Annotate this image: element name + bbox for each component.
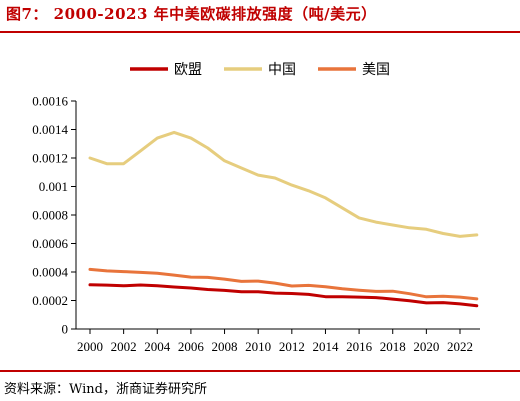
y-tick-label: 0.0012 (32, 151, 68, 166)
series-line-1 (88, 130, 479, 238)
y-tick-label: 0.0014 (32, 122, 68, 137)
x-tick-label: 2022 (447, 339, 473, 354)
x-tick-label: 2002 (111, 339, 137, 354)
y-tick-label: 0.0016 (32, 94, 68, 109)
x-tick-label: 2014 (312, 339, 339, 354)
legend-label: 欧盟 (174, 62, 202, 78)
y-tick-label: 0.001 (39, 179, 68, 194)
y-tick-label: 0 (62, 322, 69, 337)
series-line-2 (88, 267, 479, 301)
y-tick-label: 0.0002 (32, 293, 68, 308)
source-note: 资料来源：Wind，浙商证券研究所 (4, 382, 207, 397)
x-tick-label: 2012 (279, 339, 305, 354)
x-tick-label: 2010 (245, 339, 271, 354)
y-axis: 0 0.0002 0.0004 0.0006 0.0008 0.001 0.0012 0.00… (32, 94, 77, 337)
title-divider (0, 31, 520, 33)
y-tick-label: 0.0008 (32, 208, 68, 223)
footer-divider (0, 370, 520, 372)
x-tick-label: 2016 (346, 339, 373, 354)
x-tick-label: 2004 (144, 339, 171, 354)
x-tick-label: 2008 (212, 339, 238, 354)
x-tick-label: 2000 (77, 339, 103, 354)
legend-label: 美国 (362, 62, 390, 78)
plot-area (88, 130, 479, 308)
x-axis: 2000 2002 2004 2006 2008 2010 2012 2014 2016 2018… (76, 328, 480, 354)
x-tick-label: 2006 (178, 339, 205, 354)
x-tick-label: 2020 (413, 339, 439, 354)
x-tick-label: 2018 (380, 339, 406, 354)
y-tick-label: 0.0004 (32, 265, 68, 280)
legend-label: 中国 (268, 62, 296, 78)
y-tick-label: 0.0006 (32, 236, 68, 251)
series-line-0 (88, 283, 479, 308)
chart-title: 图7： 2000-2023 年中美欧碳排放强度（吨/美元） (6, 5, 377, 23)
chart-legend: 欧盟 中国 美国 (130, 62, 390, 78)
line-chart: 欧盟 中国 美国 0 0.0002 0.0004 0.0006 0.0008 0.001 0.0… (32, 62, 480, 354)
